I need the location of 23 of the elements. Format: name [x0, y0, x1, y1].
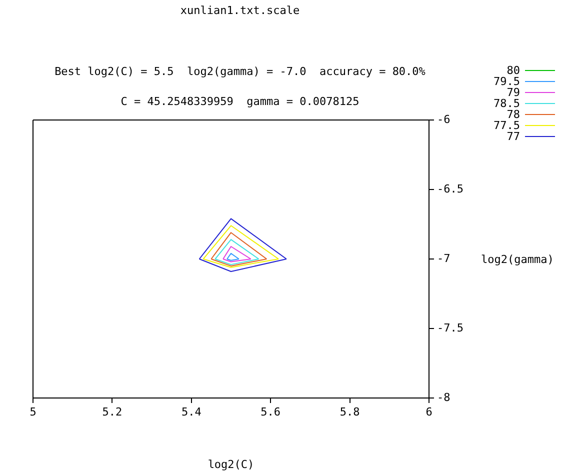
y-tick-label: -7	[437, 252, 450, 265]
legend-label: 79.5	[494, 75, 520, 88]
y-tick-label: -6.5	[437, 182, 464, 196]
legend-label: 78	[506, 108, 520, 121]
y-tick-label: -6	[437, 112, 450, 126]
x-tick-label: 5.4	[181, 405, 202, 418]
y-axis-title: log2(gamma)	[481, 253, 554, 266]
chart-subtitle: Best log2(C) = 5.5 log2(gamma) = -7.0 accuracy = 80.0%	[54, 65, 426, 78]
x-tick-label: 5	[30, 405, 36, 418]
legend-label: 80	[506, 64, 520, 77]
x-tick-label: 5.6	[260, 405, 281, 418]
text: C = 45.2548339959 gamma = 0.0078125	[120, 95, 360, 108]
legend-label: 78.5	[494, 97, 520, 110]
x-tick-label: 5.2	[102, 405, 122, 418]
legend-label: 77	[506, 130, 520, 143]
y-tick-label: -8	[437, 390, 450, 404]
y-tick-label: -7.5	[437, 321, 464, 334]
x-tick-label: 6	[426, 405, 432, 418]
chart-title: xunlian1.txt.scale	[179, 4, 301, 17]
legend-label: 79	[506, 86, 520, 99]
x-tick-label: 5.8	[340, 405, 360, 418]
x-axis-title: log2(C)	[206, 458, 256, 471]
legend-label: 77.5	[494, 119, 520, 132]
